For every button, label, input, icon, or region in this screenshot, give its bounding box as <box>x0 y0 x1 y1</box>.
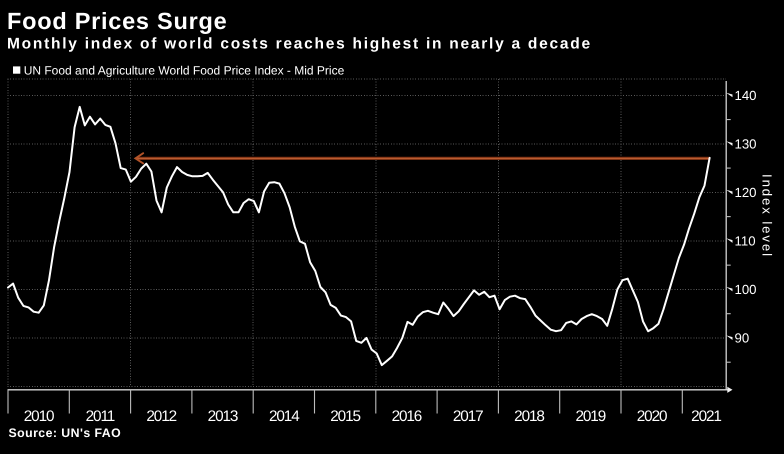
svg-text:2015: 2015 <box>330 408 360 425</box>
svg-text:2018: 2018 <box>514 408 544 425</box>
svg-text:2014: 2014 <box>269 408 300 425</box>
svg-text:2012: 2012 <box>146 408 176 425</box>
svg-text:UN Food and Agriculture World: UN Food and Agriculture World Food Price… <box>24 63 345 77</box>
svg-text:2019: 2019 <box>575 408 605 425</box>
svg-text:90: 90 <box>735 331 750 346</box>
svg-text:2016: 2016 <box>392 408 422 425</box>
svg-text:Monthly index of world costs r: Monthly index of world costs reaches hig… <box>7 36 592 53</box>
svg-text:Index level: Index level <box>760 174 775 258</box>
svg-text:2021: 2021 <box>691 408 721 425</box>
svg-text:100: 100 <box>735 282 757 297</box>
svg-text:110: 110 <box>735 234 756 249</box>
svg-text:2011: 2011 <box>86 408 115 425</box>
svg-text:Food Prices Surge: Food Prices Surge <box>7 8 227 34</box>
svg-text:2010: 2010 <box>24 408 54 425</box>
svg-text:2013: 2013 <box>208 408 238 425</box>
svg-text:130: 130 <box>735 136 757 151</box>
svg-text:2017: 2017 <box>453 408 483 425</box>
svg-text:120: 120 <box>735 185 757 200</box>
svg-text:2020: 2020 <box>637 408 667 425</box>
svg-text:Source: UN's FAO: Source: UN's FAO <box>9 426 122 440</box>
svg-text:140: 140 <box>735 88 757 103</box>
